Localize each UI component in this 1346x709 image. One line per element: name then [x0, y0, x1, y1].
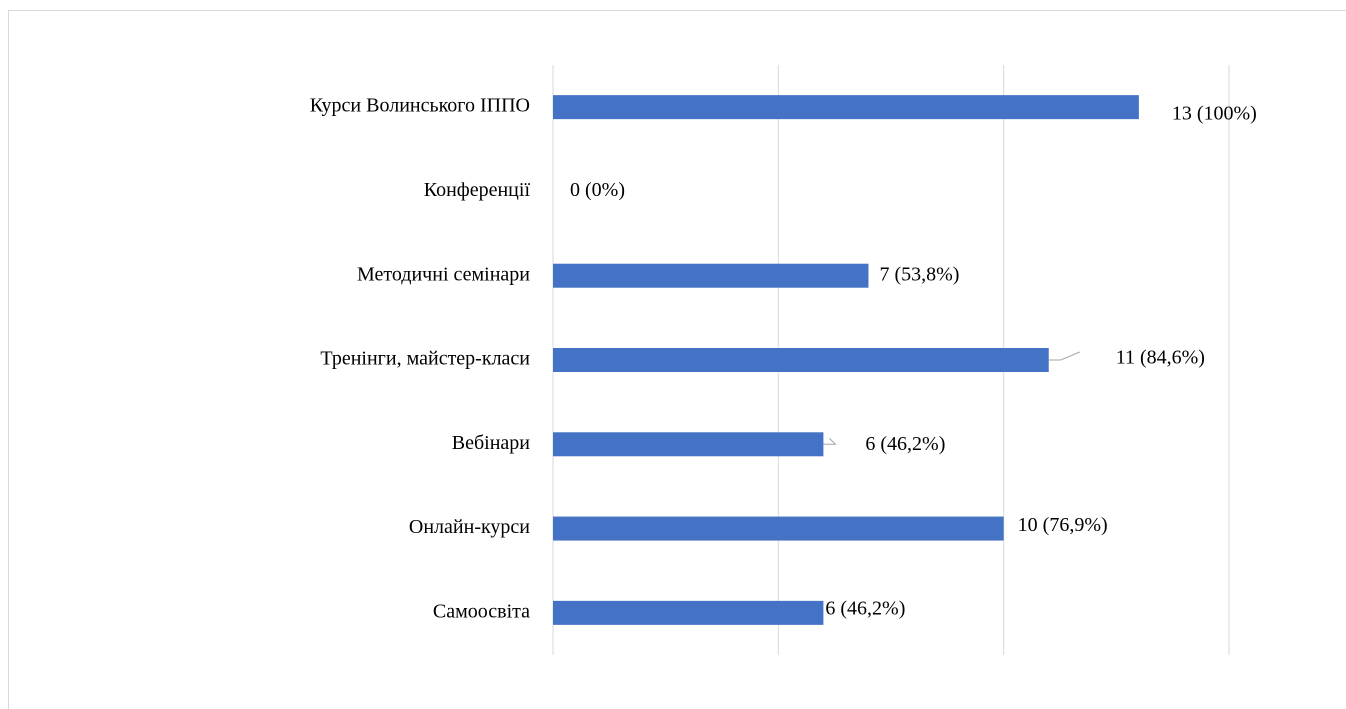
chart-frame: [8, 10, 1346, 709]
y-tick-label: Онлайн-курси: [409, 516, 530, 538]
y-tick-label: Самоосвіта: [433, 600, 530, 622]
y-tick-label: Курси Волинського ІППО: [310, 95, 530, 117]
leader-line: [1048, 351, 1080, 361]
bar: [553, 516, 1004, 541]
bar: [553, 95, 1139, 120]
data-label: 7 (53,8%): [879, 263, 959, 285]
bar: [553, 263, 869, 288]
bar: [553, 348, 1049, 372]
leader-line: [823, 437, 837, 445]
y-tick-label: Вебінари: [452, 432, 531, 454]
data-label: 6 (46,2%): [865, 433, 945, 455]
data-label: 0 (0%): [570, 179, 625, 201]
y-tick-label: Конференції: [424, 179, 531, 201]
y-tick-label: Методичні семінари: [357, 263, 530, 285]
data-label: 11 (84,6%): [1116, 347, 1205, 369]
y-tick-label: Тренінги, майстер-класи: [320, 348, 530, 370]
bar: [553, 600, 824, 625]
data-label: 6 (46,2%): [825, 597, 905, 619]
bar: [553, 432, 824, 457]
data-label: 10 (76,9%): [1018, 514, 1108, 536]
data-label: 13 (100%): [1172, 103, 1257, 125]
